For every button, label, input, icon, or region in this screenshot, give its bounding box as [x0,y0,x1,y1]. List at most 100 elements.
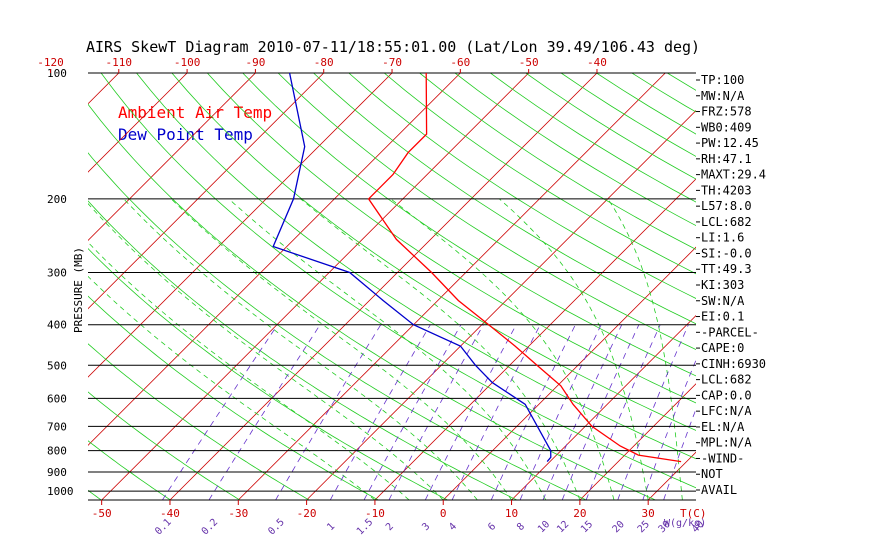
pressure-tick-label: 400 [47,319,67,332]
dry-adiabat-line [88,440,171,500]
mixing-ratio-line [642,359,696,500]
bottom-temp-tick-label: -20 [297,507,317,520]
pressure-tick-label: 600 [47,392,67,405]
moist-adiabat-line [300,198,581,500]
dry-adiabat-line [348,73,696,299]
mixing-ratio-line [542,324,623,500]
index-label: -WIND- [701,451,744,465]
isotherm-line [511,314,696,500]
ambient-temp-line [367,73,682,463]
index-label: MPL:N/A [701,436,752,450]
isotherm-line [374,178,696,500]
index-label: AVAIL [701,483,737,497]
dry-adiabat-line [88,103,656,500]
index-label: CAP:0.0 [701,388,752,402]
pressure-tick-label: 900 [47,466,67,479]
index-label: TT:49.3 [701,262,752,276]
top-temp-tick-label: -100 [174,56,201,69]
moist-adiabat-line [88,203,444,500]
dry-adiabat-line [383,73,696,275]
isobar-layer: 100 200 300 400 500 600 700 800 900 1000 [47,67,696,501]
index-label: NOT [701,467,723,481]
index-label: LCL:682 [701,215,752,229]
moist-adiabat-line [123,198,478,500]
mixing-ratio-line [388,324,484,500]
dry-adiabat-line [88,343,310,500]
pressure-tick-label: 200 [47,193,67,206]
chart-title: AIRS SkewT Diagram 2010-07-11/18:55:01.0… [86,38,700,56]
top-temp-tick-label: -40 [587,56,607,69]
y-axis-label: PRESSURE (MB) [72,247,85,333]
dry-adiabat-line [313,73,696,325]
index-label: LI:1.6 [701,231,744,245]
index-label: FRZ:578 [701,105,752,119]
top-temp-tick-label: -80 [314,56,334,69]
index-label: EI:0.1 [701,310,744,324]
moist-adiabat-line [228,198,547,500]
grid-layer [88,73,696,500]
index-label: LFC:N/A [701,404,752,418]
isotherm-line [88,73,461,446]
mixing-ratio-line [561,324,640,500]
pressure-tick-label: 800 [47,445,67,458]
dry-adiabat-line [88,295,379,500]
isotherm-line [442,246,696,500]
index-label: EL:N/A [701,420,745,434]
mixing-ratio-line [663,407,696,500]
pressure-tick-label: 1000 [47,485,74,498]
bottom-temp-tick-label: -30 [228,507,248,520]
index-label: CINH:6930 [701,357,766,371]
index-label: RH:47.1 [701,152,752,166]
dry-adiabat-line [88,391,241,500]
dry-adiabat-line [88,152,587,500]
bottom-temp-tick-label: 30 [642,507,655,520]
index-label: MAXT:29.4 [701,168,766,182]
dry-adiabat-line [277,73,696,351]
moist-adiabat-line [88,241,410,500]
dry-adiabat-line [242,73,696,377]
dry-adiabat-line [136,73,696,460]
index-label: WB0:409 [701,120,752,134]
index-label: CAPE:0 [701,341,744,355]
mixing-ratio-unit-label: W(g/kg) [664,518,706,529]
mixing-ratio-line [208,324,321,500]
pressure-tick-label: 100 [47,67,67,80]
index-label: KI:303 [701,278,744,292]
index-label: MW:N/A [701,89,745,103]
top-temp-tick-label: -120 [37,56,64,69]
bottom-temp-tick-label: -50 [92,507,112,520]
pressure-tick-label: 500 [47,359,67,372]
top-temp-tick-label: -60 [450,56,470,69]
legend-ambient-air-temp: Ambient Air Temp [118,103,272,122]
isotherm-line [238,73,666,500]
dewpoint-line [272,73,552,463]
isotherm-line [88,73,325,310]
bottom-temp-tick-label: -40 [160,507,180,520]
dry-adiabat-line [88,247,448,500]
bottom-temp-tick-label: 0 [440,507,447,520]
index-label: SI:-0.0 [701,246,752,260]
index-label: TH:4203 [701,183,752,197]
mixing-ratio-line [424,324,517,500]
index-label: TP:100 [701,73,744,87]
isotherm-line [101,73,529,500]
pressure-tick-label: 300 [47,267,67,280]
mixing-ratio-line [490,324,576,500]
pressure-tick-label: 700 [47,420,67,433]
bottom-temp-tick-label: 10 [505,507,518,520]
index-label: -PARCEL- [701,325,759,339]
index-label: L57:8.0 [701,199,752,213]
index-label: PW:12.45 [701,136,759,150]
isotherm-line [306,110,696,500]
isotherm-line [169,73,598,500]
mixing-ratio-line [275,324,382,500]
mixing-ratio-line [451,324,541,500]
isotherm-line [88,73,393,378]
bottom-temp-tick-label: 20 [573,507,586,520]
top-temp-tick-label: -50 [519,56,539,69]
bottom-temp-tick-label: -10 [365,507,385,520]
dry-adiabat-line [171,73,696,431]
legend-dew-point-temp: Dew Point Temp [118,125,253,144]
moist-adiabat-line [170,198,512,500]
